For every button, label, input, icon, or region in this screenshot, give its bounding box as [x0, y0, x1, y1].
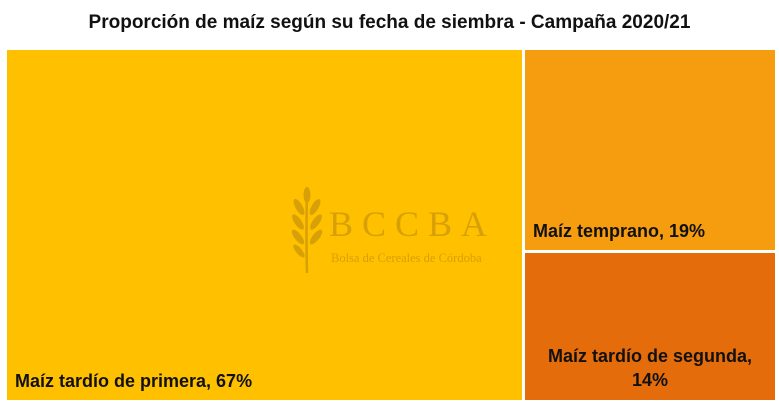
treemap-cell-tardio-primera: Maíz tardío de primera, 67%	[7, 50, 522, 400]
cell-label-line2: 14%	[631, 370, 669, 390]
wheat-icon	[291, 187, 323, 274]
watermark-letters: BCCBA	[329, 204, 497, 244]
treemap-cell-temprano: Maíz temprano, 19%	[525, 50, 775, 250]
cell-label-temprano: Maíz temprano, 19%	[533, 221, 706, 241]
cell-label-tardio-primera: Maíz tardío de primera, 67%	[15, 371, 253, 391]
bccba-watermark-logo: BCCBA Bolsa de Cereales de Córdoba	[287, 185, 497, 275]
cell-label-tardio-segunda: Maíz tardío de segunda, 14%	[525, 344, 775, 392]
watermark-subtitle: Bolsa de Cereales de Córdoba	[331, 251, 482, 265]
chart-title: Proporción de maíz según su fecha de sie…	[88, 12, 691, 33]
cell-label-line1: Maíz tardío de segunda,	[547, 346, 753, 366]
treemap: Maíz tardío de primera, 67% Maíz tempran…	[7, 50, 775, 400]
treemap-cell-tardio-segunda: Maíz tardío de segunda, 14%	[525, 253, 775, 400]
